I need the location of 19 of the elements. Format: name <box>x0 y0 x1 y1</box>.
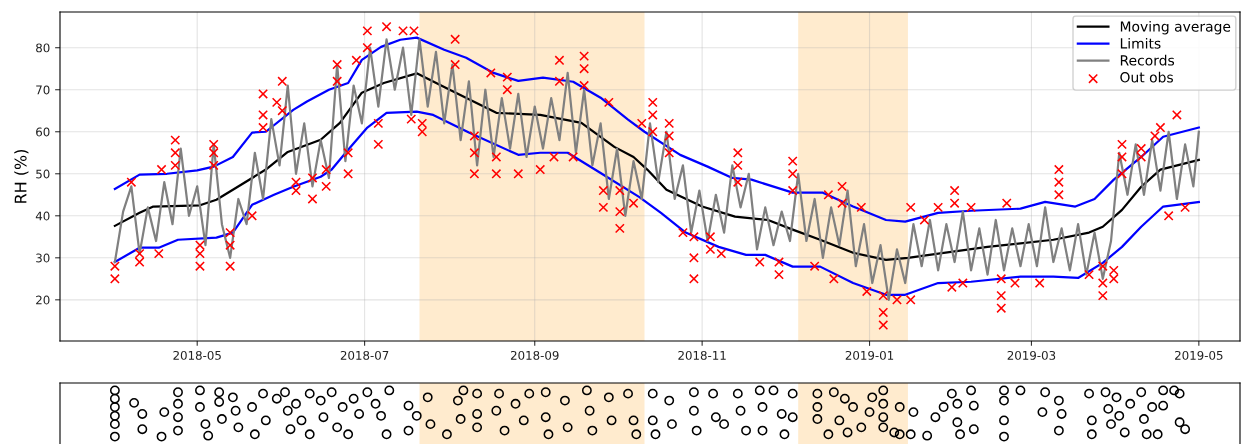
y-tick-label: 50 <box>36 169 50 179</box>
legend-label: Limits <box>1120 37 1161 49</box>
x-tick-label: 2019-01 <box>845 350 894 360</box>
y-tick-label: 80 <box>36 43 50 53</box>
legend-label: Out obs <box>1120 71 1173 83</box>
y-tick-label: 20 <box>36 295 50 305</box>
y-tick-label: 40 <box>35 211 50 221</box>
y-axis-title: RH (%) <box>14 149 29 203</box>
x-tick-label: 2018-07 <box>340 350 389 360</box>
x-tick-label: 2018-05 <box>173 350 221 360</box>
legend-label: Moving average <box>1120 21 1231 35</box>
legend-label: Records <box>1120 54 1175 66</box>
y-tick-label: 30 <box>36 253 50 263</box>
y-tick-label: 70 <box>36 85 50 95</box>
y-tick-label: 60 <box>36 127 50 137</box>
x-tick-label: 2019-03 <box>1007 350 1056 360</box>
x-tick-label: 2019-05 <box>1175 350 1223 360</box>
x-tick-label: 2018-11 <box>678 350 726 360</box>
x-tick-label: 2018-09 <box>510 350 559 360</box>
